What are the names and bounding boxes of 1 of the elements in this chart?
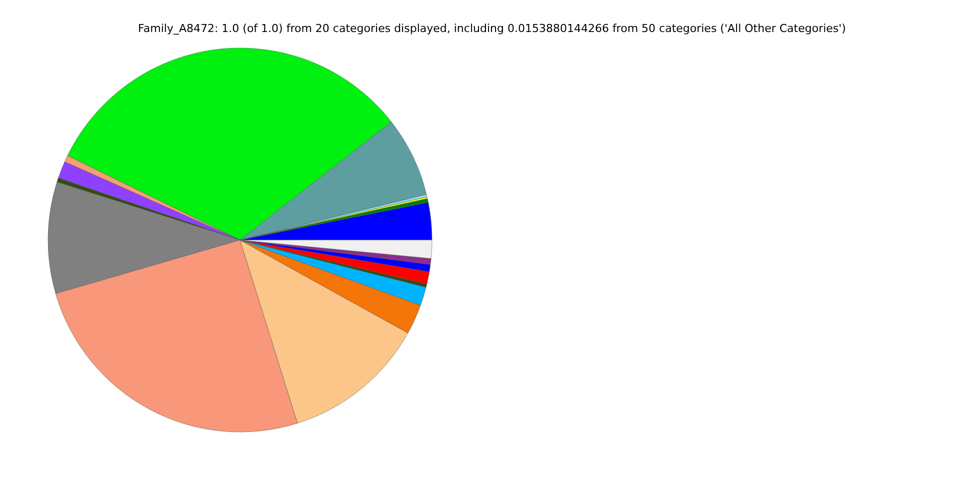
text: Family_A8472: 1.0 (of 1.0) from 20 categories displayed, including 0.0153880144266 from 50 categories ('All Other Categories') — [138, 22, 846, 35]
